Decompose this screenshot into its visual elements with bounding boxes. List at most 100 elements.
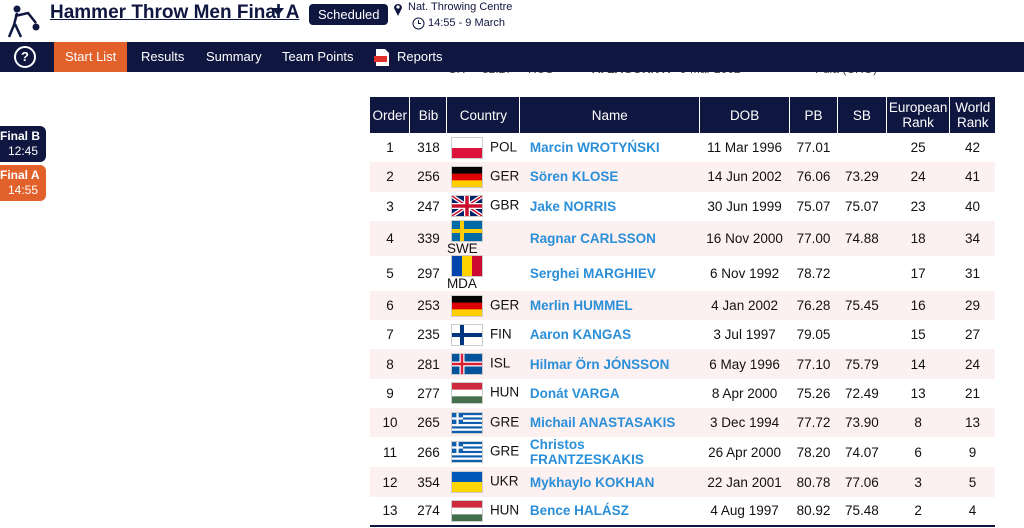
cell: 265 (409, 408, 447, 438)
cell-text: 74.88 (845, 230, 879, 246)
help-button[interactable]: ? (14, 46, 36, 68)
cell[interactable]: Aaron KANGAS (520, 320, 700, 349)
cell[interactable]: Hilmar Örn JÓNSSON (519, 349, 700, 379)
cell-text: 15 (910, 327, 926, 343)
cell[interactable]: Jake NORRIS (520, 192, 700, 221)
cell-text: 31 (964, 265, 980, 281)
athlete-name[interactable]: Michail ANASTASAKIS (529, 415, 676, 431)
cell: 8 (370, 349, 410, 379)
athlete-name[interactable]: Christos FRANTZESKAKIS (529, 437, 644, 468)
cell[interactable]: Bence HALÁSZ (520, 497, 700, 526)
cell-text: 79.05 (796, 327, 831, 343)
cell[interactable]: Donát VARGA (520, 379, 700, 408)
athlete-row: 6 253 GER Merlin HUMMEL 4 Jan 2002 76.28 75.45… (370, 290, 995, 321)
cell: 6 Nov 1992 (700, 256, 790, 291)
cell-text: 75.07 (845, 198, 879, 214)
cell-text: 1 (386, 140, 394, 156)
nav-tab[interactable]: Summary (206, 49, 262, 64)
cell[interactable]: Mykhaylo KOKHAN (519, 467, 700, 497)
cell-text: 7 (386, 327, 394, 343)
cell-text: 13 (964, 415, 980, 431)
column-header: World Rank (949, 97, 995, 133)
pin-icon (394, 4, 402, 16)
cell: 12 (370, 467, 410, 497)
athlete-name[interactable]: Merlin HUMMEL (529, 298, 633, 314)
cell-text: 78.20 (796, 444, 831, 460)
cell[interactable]: Christos FRANTZESKAKIS (520, 437, 700, 467)
cell[interactable]: Serghei MARGHIEV (520, 256, 700, 291)
cell-text: 265 (417, 415, 440, 431)
athlete-name[interactable]: Jake NORRIS (529, 198, 617, 214)
nav-tab[interactable]: Team Points (282, 49, 354, 64)
cell[interactable]: Marcin WROTYŃSKI (520, 133, 700, 162)
cell: 42 (950, 133, 995, 162)
cell-text: FIN (489, 326, 512, 342)
cell: 78.20 (789, 437, 837, 467)
flag (450, 353, 483, 376)
cell-text: 8 (914, 415, 922, 431)
cell: 11 Mar 1996 (700, 133, 790, 162)
column-header: SB (836, 97, 887, 133)
nav-tab[interactable]: Start List (54, 42, 128, 72)
cell: 77.10 (789, 349, 838, 379)
cell: 11 (370, 437, 410, 467)
cell-text: GRE (489, 414, 520, 430)
athlete-name[interactable]: Sören KLOSE (529, 169, 619, 185)
cell: 73.29 (837, 162, 887, 192)
cell: GRE (447, 437, 520, 467)
cell-text: GER (489, 297, 520, 313)
cell-text: 42 (964, 140, 980, 156)
athlete-name[interactable]: Donát VARGA (529, 385, 620, 401)
cell-text: 14 Jun 2002 (707, 169, 782, 185)
column-header: PB (788, 97, 838, 133)
cell: 30 Jun 1999 (700, 192, 790, 221)
cell-text: 74.07 (845, 444, 879, 460)
nav-tab[interactable]: Results (141, 49, 185, 64)
cell: 74.88 (837, 220, 887, 256)
cell-text: 12 (382, 474, 398, 490)
session-tab[interactable]: Final A 14:55 (0, 165, 46, 201)
cell: 75.79 (837, 349, 887, 379)
nav-tab[interactable]: Reports (397, 49, 443, 64)
cell: 281 (409, 349, 447, 379)
athlete-name[interactable]: Serghei MARGHIEV (529, 265, 656, 281)
cell: 3 Dec 1994 (699, 408, 790, 438)
cell-text: 24 (910, 169, 926, 185)
cell: 354 (409, 467, 447, 497)
cell[interactable]: Ragnar CARLSSON (519, 220, 700, 256)
dropdown-caret[interactable] (272, 8, 284, 16)
flag (450, 411, 483, 434)
cell-text: 29 (964, 298, 980, 314)
cell: 3 (886, 467, 950, 497)
athlete-name[interactable]: Marcin WROTYŃSKI (529, 140, 660, 156)
session-tab[interactable]: Final B 12:45 (0, 126, 46, 162)
cell: 75.07 (789, 192, 837, 221)
athlete-name[interactable]: Mykhaylo KOKHAN (529, 474, 655, 490)
cell: 40 (950, 192, 995, 221)
cell-text: 6 May 1996 (709, 356, 780, 372)
cell: 80.78 (789, 467, 838, 497)
athlete-name[interactable]: Ragnar CARLSSON (529, 230, 656, 246)
athlete-name[interactable]: Bence HALÁSZ (529, 503, 629, 519)
column-header: Order (370, 97, 410, 133)
cell-text: 4 Aug 1997 (710, 503, 779, 519)
cell-text: 77.06 (845, 474, 879, 490)
cell[interactable]: Merlin HUMMEL (519, 290, 700, 321)
cell-text: 30 Jun 1999 (707, 198, 782, 214)
cell: 235 (410, 320, 447, 349)
flag (450, 165, 483, 188)
cell-text: 23 (910, 198, 926, 214)
cell: 75.45 (837, 290, 887, 321)
event-title[interactable]: Hammer Throw Men Final A (50, 2, 300, 23)
cell-text: 40 (964, 198, 980, 214)
hammer-icon (7, 5, 40, 38)
athlete-name[interactable]: Hilmar Örn JÓNSSON (529, 356, 670, 372)
cell: 24 (886, 162, 950, 192)
cell[interactable]: Sören KLOSE (519, 162, 700, 192)
cell: 31 (950, 256, 995, 291)
cell: GRE (446, 408, 520, 438)
cell[interactable]: Michail ANASTASAKIS (519, 408, 700, 438)
flag (450, 471, 483, 494)
cell-text: 14 (910, 356, 926, 372)
athlete-name[interactable]: Aaron KANGAS (529, 327, 632, 343)
